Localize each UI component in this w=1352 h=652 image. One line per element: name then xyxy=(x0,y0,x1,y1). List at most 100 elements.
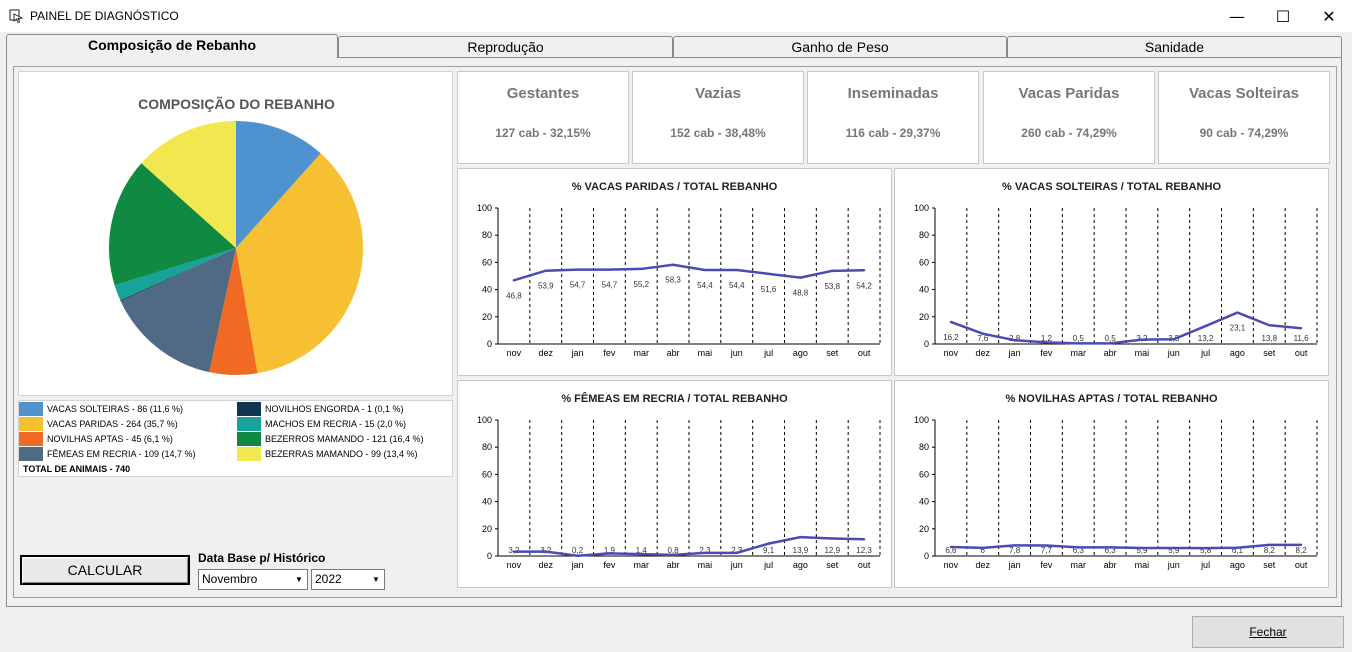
data-label: 16,2 xyxy=(943,333,959,342)
y-tick-label: 100 xyxy=(477,203,492,213)
data-point xyxy=(1108,342,1112,345)
chart-femeas-recria: 0 20 40 60 80 100 nov dez jan fev mar abr mai jun jul a… xyxy=(457,380,892,588)
data-point xyxy=(799,535,802,539)
dashboard-area: COMPOSIÇÃO DO REBANHO VACAS SOLTEIRAS - … xyxy=(13,66,1337,598)
x-tick-label: out xyxy=(1295,560,1308,570)
x-tick-label: fev xyxy=(603,348,616,358)
x-tick-label: mai xyxy=(1135,560,1150,570)
calculate-button[interactable]: CALCULAR xyxy=(20,555,190,585)
kpi-value: 90 cab - 74,29% xyxy=(1199,126,1289,140)
data-point xyxy=(703,551,707,555)
kpi-value: 127 cab - 32,15% xyxy=(495,126,591,140)
legend-label: BEZERROS MAMANDO - 121 (16,4 %) xyxy=(265,434,424,444)
data-point xyxy=(1140,546,1144,550)
legend-item-novilhas-aptas: NOVILHAS APTAS - 45 (6,1 %) xyxy=(19,432,173,446)
legend-label: BEZERRAS MAMANDO - 99 (13,4 %) xyxy=(265,449,418,459)
data-point xyxy=(862,269,866,272)
data-point xyxy=(544,550,547,553)
x-tick-label: jul xyxy=(1200,560,1210,570)
data-point xyxy=(799,276,802,279)
kpi-title: Inseminadas xyxy=(847,85,939,102)
data-point xyxy=(608,268,611,271)
close-icon: ✕ xyxy=(1322,6,1336,26)
data-label: 8,2 xyxy=(1264,546,1276,555)
legend-swatch xyxy=(19,417,43,431)
series-line xyxy=(950,311,1302,345)
data-point xyxy=(1172,546,1175,550)
x-tick-label: mar xyxy=(1071,560,1087,570)
y-tick-label: 0 xyxy=(924,339,929,349)
legend-item-machos-recria: MACHOS EM RECRIA - 15 (2,0 %) xyxy=(237,417,406,431)
data-point xyxy=(576,554,579,557)
minimize-button[interactable]: — xyxy=(1214,0,1260,32)
x-tick-label: abr xyxy=(667,560,680,570)
close-button[interactable]: ✕ xyxy=(1306,0,1352,32)
y-tick-label: 80 xyxy=(482,230,492,240)
y-tick-label: 60 xyxy=(919,257,929,267)
legend-item-vacas-solteiras: VACAS SOLTEIRAS - 86 (11,6 %) xyxy=(19,402,183,416)
data-label: 58,3 xyxy=(665,276,681,285)
tab-ganho-de-peso[interactable]: Ganho de Peso xyxy=(673,36,1007,57)
chart-title: % FÊMEAS EM RECRIA / TOTAL REBANHO xyxy=(561,393,788,405)
data-label: 0,5 xyxy=(1105,334,1117,343)
year-select[interactable]: 2022 ▼ xyxy=(311,569,385,590)
maximize-button[interactable]: ☐ xyxy=(1260,0,1306,32)
pie-slice-2 xyxy=(209,248,258,375)
data-point xyxy=(981,332,984,335)
x-tick-label: out xyxy=(858,348,871,358)
data-point xyxy=(831,537,834,540)
data-label: 2,3 xyxy=(699,546,711,555)
data-point xyxy=(981,546,984,550)
pie-slice-0 xyxy=(236,121,321,248)
x-tick-label: mar xyxy=(1071,348,1087,358)
x-tick-label: jun xyxy=(730,348,743,358)
data-point xyxy=(512,279,516,282)
month-select[interactable]: Novembro ▼ xyxy=(198,569,308,590)
y-tick-label: 80 xyxy=(919,442,929,452)
x-tick-label: set xyxy=(1263,560,1276,570)
composition-title: COMPOSIÇÃO DO REBANHO xyxy=(138,96,335,112)
x-tick-label: abr xyxy=(667,348,680,358)
legend-item-bezerras-mamando: BEZERRAS MAMANDO - 99 (13,4 %) xyxy=(237,447,418,461)
legend-swatch xyxy=(19,432,43,446)
data-label: 54,2 xyxy=(856,281,872,290)
close-window-button[interactable]: Fechar xyxy=(1192,616,1344,648)
data-label: 5,8 xyxy=(1200,546,1212,555)
x-tick-label: nov xyxy=(944,560,959,570)
data-point xyxy=(512,550,516,553)
legend-label: VACAS PARIDAS - 264 (35,7 %) xyxy=(47,419,178,429)
x-tick-label: mai xyxy=(698,560,713,570)
kpi-value: 260 cab - 74,29% xyxy=(1021,126,1117,140)
x-tick-label: jul xyxy=(763,560,773,570)
data-label: 54,4 xyxy=(697,281,713,290)
data-point xyxy=(1045,544,1048,547)
x-tick-label: dez xyxy=(975,560,990,570)
data-label: 8,2 xyxy=(1296,546,1308,555)
kpi-value: 116 cab - 29,37% xyxy=(845,126,941,140)
x-tick-label: abr xyxy=(1104,348,1117,358)
month-select-value: Novembro xyxy=(202,572,258,586)
x-tick-label: dez xyxy=(538,348,553,358)
y-tick-label: 40 xyxy=(919,497,929,507)
tab-sanidade[interactable]: Sanidade xyxy=(1007,36,1342,57)
data-label: 7,6 xyxy=(977,334,989,343)
kpi-value: 152 cab - 38,48% xyxy=(670,126,766,140)
x-tick-label: fev xyxy=(603,560,616,570)
tab-reproducao[interactable]: Reprodução xyxy=(338,36,673,57)
data-label: 7,8 xyxy=(1009,546,1021,555)
data-point xyxy=(640,267,643,271)
data-label: 46,8 xyxy=(506,291,522,300)
data-label: 6,3 xyxy=(1105,546,1117,555)
data-point xyxy=(1013,338,1016,342)
data-point xyxy=(767,272,770,276)
y-tick-label: 80 xyxy=(482,442,492,452)
y-tick-label: 80 xyxy=(919,230,929,240)
x-tick-label: jan xyxy=(571,560,584,570)
x-tick-label: mai xyxy=(1135,348,1150,358)
x-tick-label: jun xyxy=(1167,560,1180,570)
year-select-value: 2022 xyxy=(315,572,342,586)
data-label: 1,4 xyxy=(636,546,648,555)
tab-composicao-rebanho[interactable]: Composição de Rebanho xyxy=(6,34,338,58)
x-tick-label: fev xyxy=(1040,348,1053,358)
x-tick-label: fev xyxy=(1040,560,1053,570)
